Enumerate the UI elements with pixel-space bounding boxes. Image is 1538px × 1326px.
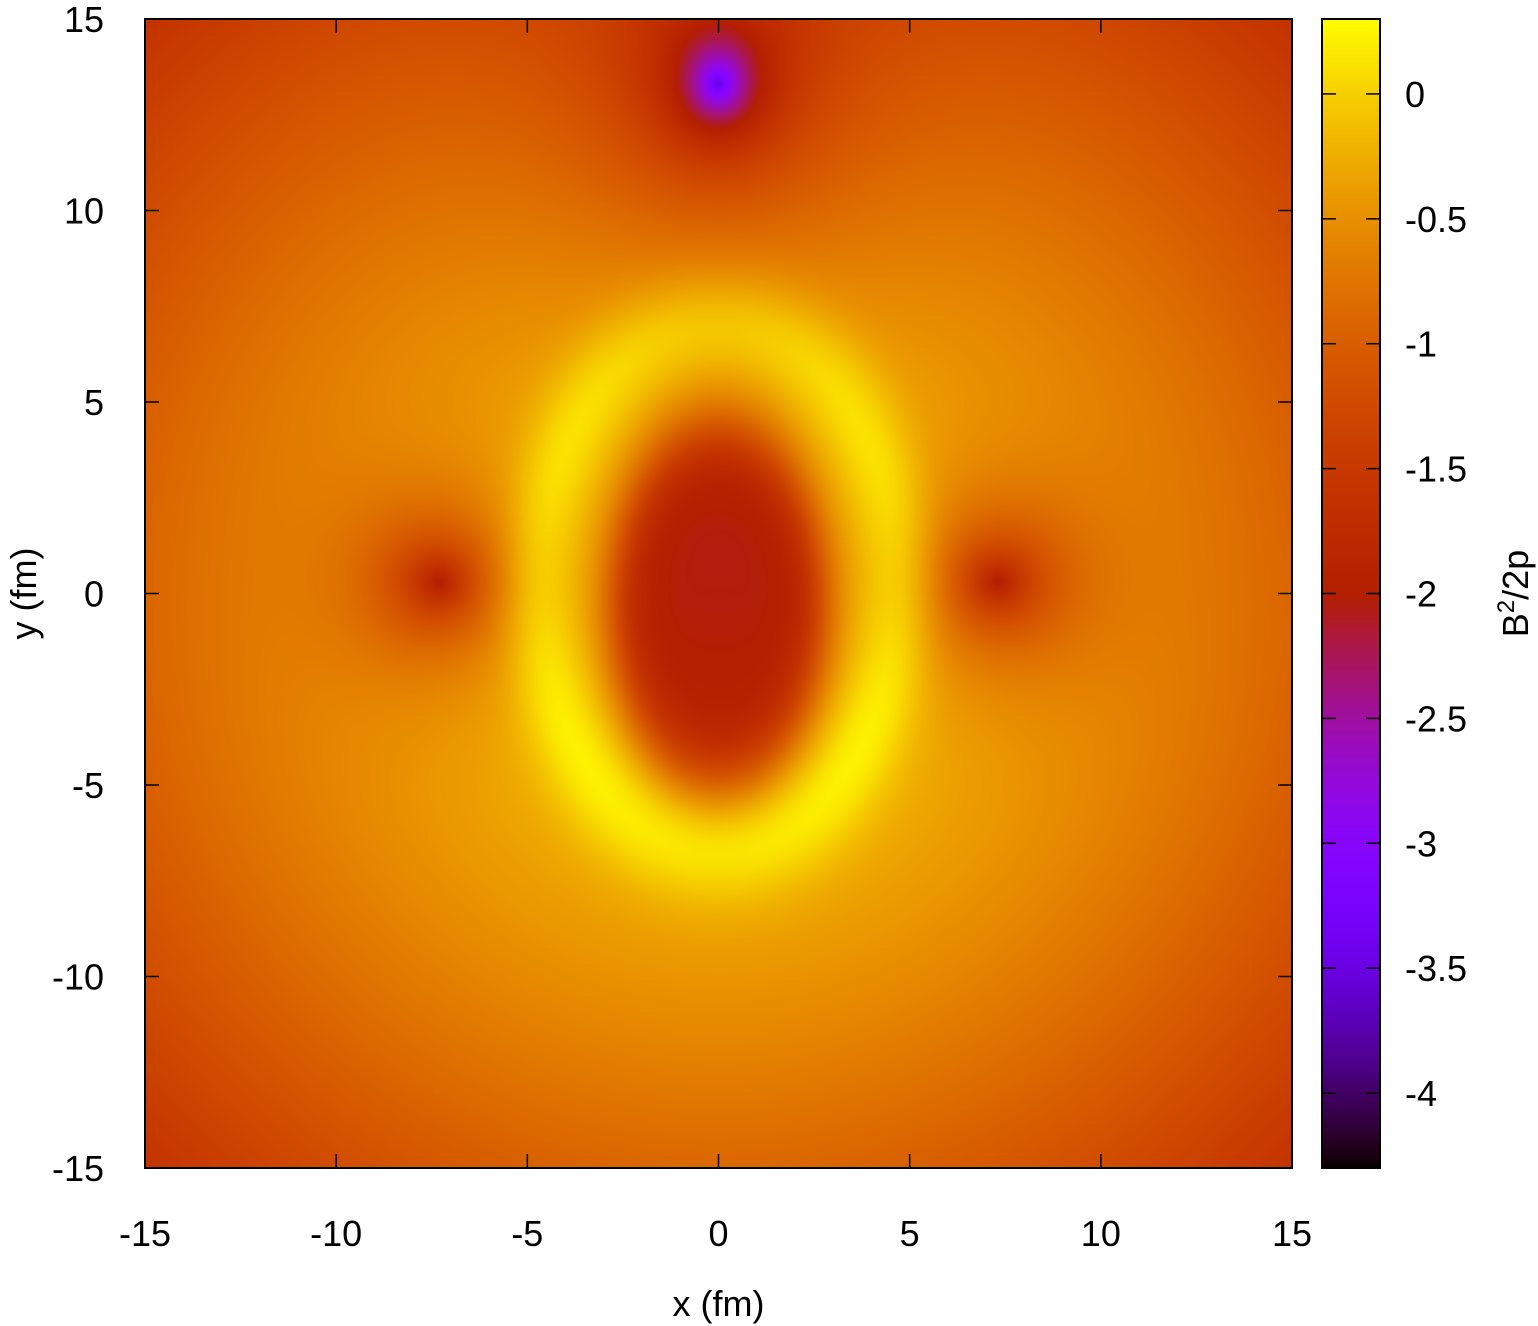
- x-axis-label: x (fm): [673, 1283, 765, 1324]
- colorbar-label-sup: 2: [1493, 600, 1520, 613]
- colorbar-tick-label: -3: [1405, 823, 1437, 864]
- y-tick-label: -5: [72, 765, 104, 806]
- y-axis-ticks: -15 -10 -5 0 5 10 15: [52, 0, 1292, 1189]
- colorbar-tick-label: -3.5: [1405, 948, 1467, 989]
- colorbar-tick-label: 0: [1405, 74, 1425, 115]
- y-tick-label: 0: [84, 574, 104, 615]
- y-tick-label: -10: [52, 957, 104, 998]
- x-tick-label: -10: [310, 1213, 362, 1254]
- colorbar-tick-label: -1.5: [1405, 449, 1467, 490]
- colorbar-tick-label: -2: [1405, 574, 1437, 615]
- colorbar-ticks: 0 -0.5 -1 -1.5 -2 -2.5 -3 -3.5 -4: [1322, 74, 1467, 1114]
- y-tick-label: 5: [84, 382, 104, 423]
- colorbar-tick-label: -1: [1405, 324, 1437, 365]
- x-tick-label: -5: [511, 1213, 543, 1254]
- colorbar-tick-label: -4: [1405, 1073, 1437, 1114]
- colorbar-tick-label: -0.5: [1405, 199, 1467, 240]
- x-tick-label: 0: [708, 1213, 728, 1254]
- y-tick-label: 10: [64, 191, 104, 232]
- x-tick-label: -15: [119, 1213, 171, 1254]
- y-tick-label: 15: [64, 0, 104, 40]
- heatmap-field: [145, 19, 1292, 1168]
- x-axis-ticks: -15 -10 -5 0 5 10 15: [119, 19, 1312, 1254]
- y-tick-label: -15: [52, 1148, 104, 1189]
- x-tick-label: 15: [1272, 1213, 1312, 1254]
- colorbar-label: B2/2p: [1493, 550, 1536, 637]
- colorbar-label-base: B: [1495, 613, 1536, 637]
- x-tick-label: 5: [900, 1213, 920, 1254]
- plot-frame: [144, 18, 1293, 1169]
- y-axis-label: y (fm): [3, 548, 44, 640]
- colorbar-tick-label: -2.5: [1405, 698, 1467, 739]
- colorbar-label-rest: /2p: [1495, 550, 1536, 600]
- colorbar-frame: [1321, 18, 1381, 1169]
- x-tick-label: 10: [1081, 1213, 1121, 1254]
